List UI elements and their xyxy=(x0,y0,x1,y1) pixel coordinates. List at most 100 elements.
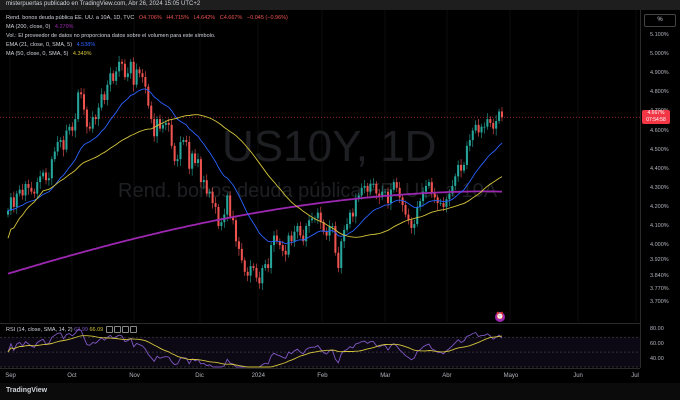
y-tick-label: 3.920% xyxy=(650,257,669,264)
eye-icon[interactable] xyxy=(105,326,113,333)
candle-body xyxy=(424,185,428,192)
candle-body xyxy=(337,252,340,268)
candle-body xyxy=(439,203,442,204)
candle-body xyxy=(53,151,56,160)
y-tick-label: 4.800% xyxy=(650,89,669,96)
candle-body xyxy=(173,145,176,162)
candle-body xyxy=(65,130,68,150)
publish-caption-bar: misterpuertas publicado en TradingView.c… xyxy=(0,0,680,10)
candle-body xyxy=(97,107,100,120)
candle-body xyxy=(196,159,200,163)
alert-icon[interactable]: ⏰ xyxy=(495,312,505,322)
rsi-pane[interactable] xyxy=(0,323,640,369)
candle-body xyxy=(369,184,372,192)
candle-body xyxy=(261,268,264,284)
candle-body xyxy=(249,266,252,276)
settings-icon[interactable] xyxy=(113,326,121,333)
candle-body xyxy=(384,191,387,193)
candle-body xyxy=(42,172,45,177)
candle-body xyxy=(138,69,141,74)
candle-body xyxy=(258,277,261,284)
x-tick-label: Nov xyxy=(129,373,140,379)
legend-ma50-label: MA (50, close, 0, SMA, 5) xyxy=(6,51,69,57)
time-axis[interactable]: Sep Oct Nov Dic 2024 Feb Mar Abr Mayo Jun Jul xyxy=(0,368,640,383)
candle-body xyxy=(340,241,343,268)
candle-body xyxy=(492,122,495,129)
y-tick-label: 4.500% xyxy=(650,146,669,153)
y-tick-label: 4.900% xyxy=(650,70,669,77)
candle-body xyxy=(62,140,65,150)
legend-ma200-label: MA (200, close, 0) xyxy=(6,24,51,30)
legend-ma50-row[interactable]: MA (50, close, 0, SMA, 5) 4.349% xyxy=(6,50,288,59)
candle-body xyxy=(91,117,94,129)
rsi-legend[interactable]: RSI (14, close, SMA, 14, 2) 63.99 66.09 xyxy=(6,326,137,333)
candle-body xyxy=(445,199,448,207)
candle-body xyxy=(290,235,293,242)
candle-body xyxy=(454,176,457,186)
candle-body xyxy=(150,105,153,120)
candle-body xyxy=(416,206,419,225)
price-axis[interactable]: 5.100%5.000%4.900%4.800%4.700%4.600%4.50… xyxy=(640,10,680,368)
candle-body xyxy=(135,69,138,85)
legend-ema21-label: EMA (21, close, 0, SMA, 5) xyxy=(6,42,73,48)
y-tick-label: 5.000% xyxy=(650,51,669,58)
candle-body xyxy=(378,193,381,198)
candle-body xyxy=(270,245,273,268)
candle-body xyxy=(47,178,50,181)
candle-body xyxy=(240,248,243,261)
candle-body xyxy=(167,122,170,125)
candle-body xyxy=(395,182,398,188)
y-tick-label: 4.400% xyxy=(650,165,669,172)
candle-body xyxy=(24,184,27,196)
candle-body xyxy=(211,191,214,204)
candle-body xyxy=(474,124,477,131)
candle-body xyxy=(30,187,33,192)
candle-body xyxy=(284,250,287,255)
x-tick-label: 2024 xyxy=(251,373,265,379)
candle-body xyxy=(226,195,229,215)
candle-body xyxy=(205,180,208,194)
candle-body xyxy=(299,226,302,236)
candle-body xyxy=(123,63,126,78)
candle-body xyxy=(348,212,352,225)
candle-body xyxy=(170,124,173,146)
legend-ma200-row[interactable]: MA (200, close, 0) 4.279% xyxy=(6,23,288,32)
candle-body xyxy=(389,189,392,204)
candle-body xyxy=(126,73,129,78)
candle-body xyxy=(451,185,454,194)
tradingview-logo: TradingView xyxy=(6,387,48,394)
delete-icon[interactable] xyxy=(121,326,129,333)
candle-body xyxy=(460,164,463,171)
more-icon[interactable] xyxy=(129,326,137,333)
candle-body xyxy=(129,61,132,74)
legend-ema21-row[interactable]: EMA (21, close, 0, SMA, 5) 4.538% xyxy=(6,41,288,50)
candle-body xyxy=(305,226,308,242)
candle-body xyxy=(381,191,384,198)
candle-body xyxy=(56,142,59,152)
rsi-tick-label: 40.00 xyxy=(650,355,664,362)
candle-body xyxy=(407,214,410,221)
candle-body xyxy=(302,235,305,242)
x-tick-label: Jun xyxy=(573,373,583,379)
candle-body xyxy=(252,266,255,268)
candle-body xyxy=(156,119,159,137)
candle-body xyxy=(331,226,334,227)
candle-body xyxy=(214,203,217,207)
price-chart[interactable] xyxy=(0,10,640,322)
candle-body xyxy=(44,172,48,181)
candle-body xyxy=(308,220,311,226)
scale-percent-button[interactable]: % xyxy=(644,14,676,27)
rsi-value: 63.99 xyxy=(74,326,88,333)
candle-body xyxy=(255,268,258,278)
candle-body xyxy=(366,185,369,192)
candle-body xyxy=(71,126,74,131)
candle-body xyxy=(182,140,185,142)
legend-low: 4.642% xyxy=(196,15,216,21)
legend-change: −0.045 (−0.96%) xyxy=(246,15,288,21)
candle-body xyxy=(267,264,270,268)
y-tick-label: 4.300% xyxy=(650,184,669,191)
legend-symbol-row[interactable]: Rend. bonos deuda pública EE. UU. a 10A,… xyxy=(6,15,288,21)
candle-body xyxy=(413,224,416,228)
candle-body xyxy=(27,184,30,188)
candle-body xyxy=(202,180,205,183)
